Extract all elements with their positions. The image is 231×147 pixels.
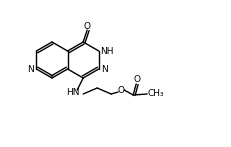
Text: N: N <box>27 65 34 74</box>
Text: N: N <box>101 65 108 74</box>
Text: O: O <box>118 86 125 95</box>
Text: HN: HN <box>67 87 80 96</box>
Text: O: O <box>84 21 91 30</box>
Text: CH₃: CH₃ <box>148 88 164 97</box>
Text: NH: NH <box>100 46 113 56</box>
Text: O: O <box>134 75 141 83</box>
